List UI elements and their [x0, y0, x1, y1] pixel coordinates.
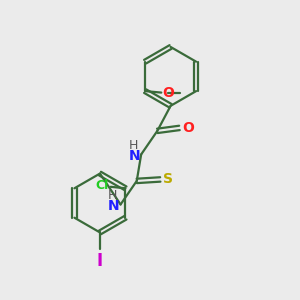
Text: O: O — [163, 85, 174, 100]
Text: H: H — [128, 139, 138, 152]
Text: O: O — [182, 121, 194, 135]
Text: H: H — [108, 188, 117, 202]
Text: S: S — [163, 172, 173, 186]
Text: Cl: Cl — [95, 179, 108, 192]
Text: N: N — [128, 149, 140, 163]
Text: N: N — [108, 199, 119, 213]
Text: I: I — [97, 252, 103, 270]
